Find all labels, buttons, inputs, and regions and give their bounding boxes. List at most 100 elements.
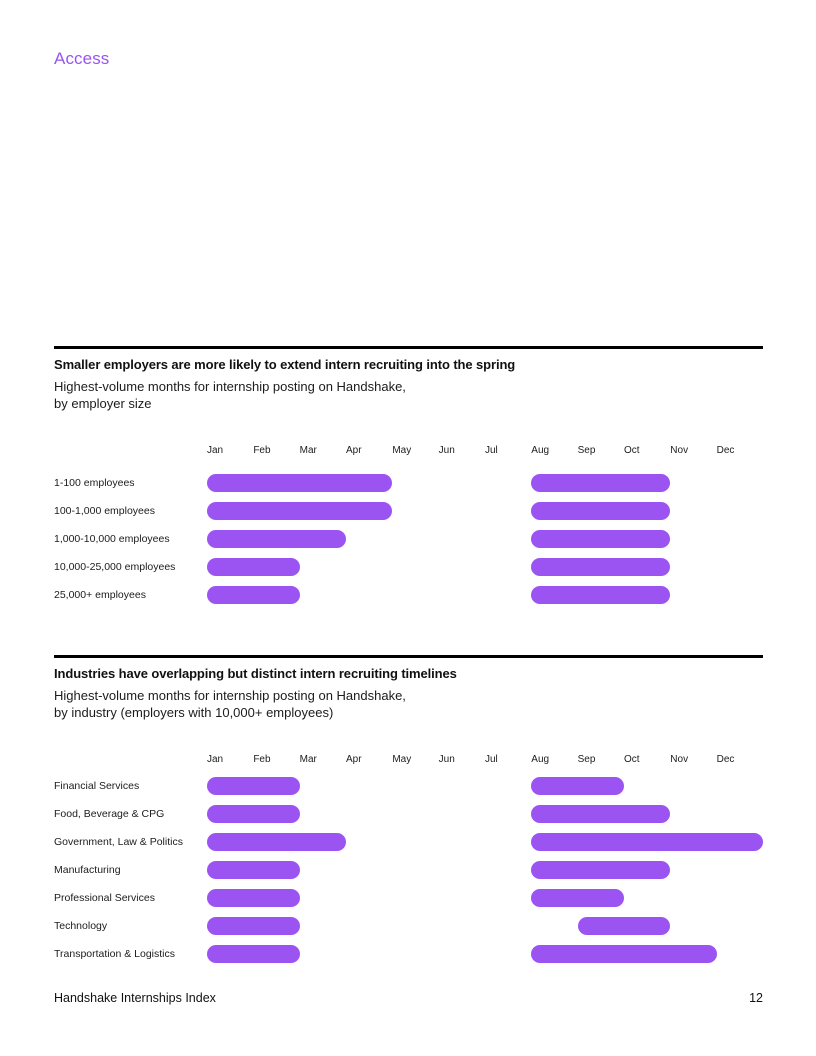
chart-subtitle: Highest-volume months for internship pos… [54, 379, 763, 412]
timeline-bar [531, 805, 671, 823]
row-bars [207, 800, 763, 828]
row-bars [207, 772, 763, 800]
month-label: Jul [484, 445, 498, 456]
chart-title: Smaller employers are more likely to ext… [54, 357, 516, 372]
row-bars [207, 828, 763, 856]
month-label: Jul [484, 754, 498, 765]
chart-row: 100-1,000 employees [54, 497, 763, 525]
row-bars [207, 856, 763, 884]
footer-document-title: Handshake Internships Index [54, 991, 216, 1005]
month-label: Aug [531, 754, 550, 765]
month-label: Feb [253, 754, 271, 765]
chart-row: 25,000+ employees [54, 581, 763, 609]
chart-row: Transportation & Logistics [54, 940, 763, 968]
timeline-bar [531, 558, 671, 576]
timeline-bar [207, 474, 393, 492]
timeline-bar [207, 777, 300, 795]
chart-rows: Financial Services Food, Beverage & CPG Go… [54, 772, 763, 968]
timeline-bar [207, 917, 300, 935]
row-label: Technology [54, 920, 108, 932]
chart-subtitle-line: by employer size [54, 395, 152, 411]
month-label: Jun [438, 754, 455, 765]
month-axis: Jan Feb Mar Apr May Jun Jul Aug Sep Oct Nov Dec [207, 445, 763, 456]
row-label: Manufacturing [54, 864, 121, 876]
chart-row: 1,000-10,000 employees [54, 525, 763, 553]
row-bars [207, 912, 763, 940]
month-label: Aug [531, 445, 550, 456]
timeline-bar [531, 945, 717, 963]
month-label: Mar [299, 754, 317, 765]
row-bars [207, 940, 763, 968]
chart-subtitle-line: Highest-volume months for internship pos… [54, 688, 406, 703]
timeline-bar [207, 945, 300, 963]
chart-subtitle-line: by industry (employers with 10,000+ empl… [54, 704, 334, 720]
month-label: Jan [207, 445, 224, 456]
row-label: 1-100 employees [54, 477, 135, 489]
row-label: 25,000+ employees [54, 589, 146, 601]
month-label: May [392, 754, 412, 765]
chart-row: Manufacturing [54, 856, 763, 884]
chart-row: Food, Beverage & CPG [54, 800, 763, 828]
timeline-bar [531, 474, 671, 492]
month-axis: Jan Feb Mar Apr May Jun Jul Aug Sep Oct Nov Dec [207, 754, 763, 765]
month-label: Mar [299, 445, 317, 456]
timeline-bar [531, 530, 671, 548]
timeline-bar [207, 833, 346, 851]
row-label: Food, Beverage & CPG [54, 808, 165, 820]
month-label: Jan [207, 754, 224, 765]
row-bars [207, 581, 763, 609]
page-number: 12 [749, 991, 763, 1005]
row-label: Professional Services [54, 892, 155, 904]
section-divider [54, 655, 763, 658]
timeline-bar [207, 502, 393, 520]
month-label: Oct [623, 754, 640, 765]
row-bars [207, 884, 763, 912]
row-bars [207, 553, 763, 581]
month-label: Apr [345, 445, 362, 456]
timeline-bar [207, 530, 346, 548]
chart-row: 10,000-25,000 employees [54, 553, 763, 581]
row-label: 1,000-10,000 employees [54, 533, 170, 545]
month-label: Feb [253, 445, 271, 456]
chart-subtitle-line: Highest-volume months for internship pos… [54, 379, 406, 394]
chart-section-employer-size: Smaller employers are more likely to ext… [54, 346, 763, 609]
page-footer: Handshake Internships Index 12 [54, 991, 763, 1005]
timeline-bar [531, 586, 671, 604]
chart-rows: 1-100 employees 100-1,000 employees 1,000-… [54, 469, 763, 609]
month-label: Apr [345, 754, 362, 765]
timeline-bar [207, 558, 300, 576]
month-label: May [392, 445, 412, 456]
timeline-bar [207, 861, 300, 879]
row-bars [207, 497, 763, 525]
timeline-bar [577, 917, 671, 935]
timeline-bar [531, 861, 671, 879]
month-label: Nov [670, 445, 689, 456]
timeline-bar [531, 889, 624, 907]
timeline-bar [207, 586, 300, 604]
timeline-bar [531, 777, 624, 795]
timeline-bar [531, 833, 763, 851]
chart-row: 1-100 employees [54, 469, 763, 497]
chart-title: Industries have overlapping but distinct… [54, 666, 457, 681]
month-label: Jun [438, 445, 455, 456]
chart-row: Professional Services [54, 884, 763, 912]
chart-subtitle: Highest-volume months for internship pos… [54, 688, 763, 721]
page-section-label: Access [54, 49, 110, 68]
row-bars [207, 525, 763, 553]
section-divider [54, 346, 763, 349]
row-label: 100-1,000 employees [54, 505, 155, 517]
month-label: Sep [577, 445, 596, 456]
timeline-bar [207, 889, 300, 907]
chart-row: Financial Services [54, 772, 763, 800]
chart-row: Technology [54, 912, 763, 940]
row-label: 10,000-25,000 employees [54, 561, 176, 573]
month-label: Dec [716, 754, 735, 765]
month-label: Sep [577, 754, 596, 765]
timeline-bar [531, 502, 671, 520]
month-label: Nov [670, 754, 689, 765]
row-label: Financial Services [54, 780, 140, 792]
chart-row: Government, Law & Politics [54, 828, 763, 856]
month-label: Oct [623, 445, 640, 456]
chart-section-industry: Industries have overlapping but distinct… [54, 655, 763, 968]
